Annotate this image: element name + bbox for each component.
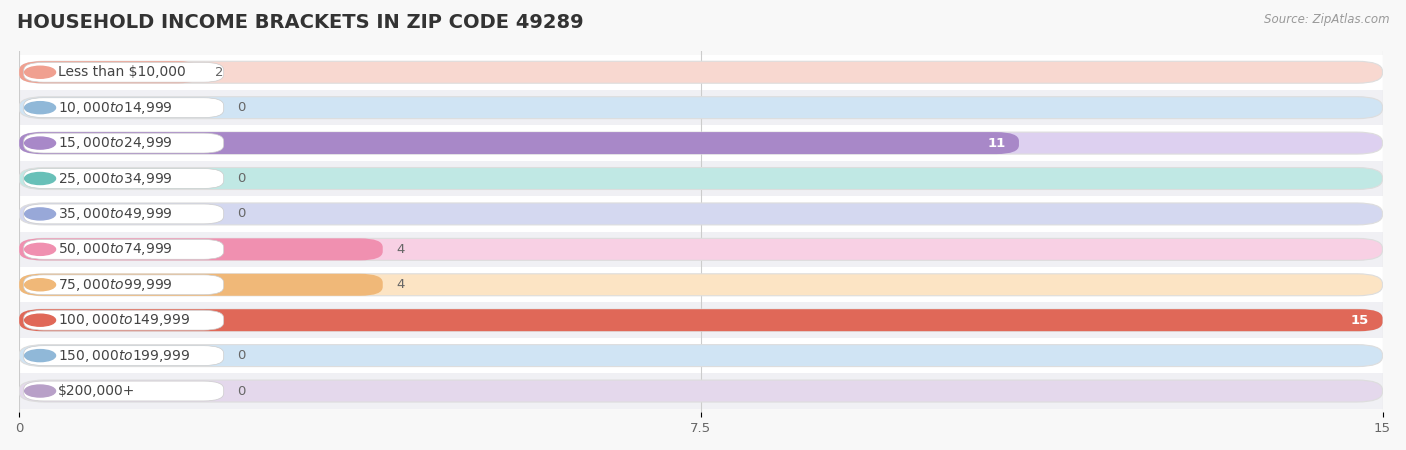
FancyBboxPatch shape: [20, 238, 382, 261]
FancyBboxPatch shape: [20, 274, 382, 296]
FancyBboxPatch shape: [24, 275, 224, 295]
Bar: [20, 267, 1382, 302]
FancyBboxPatch shape: [24, 204, 224, 224]
Circle shape: [25, 102, 56, 114]
FancyBboxPatch shape: [20, 132, 1382, 154]
FancyBboxPatch shape: [20, 167, 1382, 189]
Text: $35,000 to $49,999: $35,000 to $49,999: [58, 206, 173, 222]
Text: $15,000 to $24,999: $15,000 to $24,999: [58, 135, 173, 151]
FancyBboxPatch shape: [24, 381, 224, 401]
Bar: [20, 161, 1382, 196]
Bar: [20, 338, 1382, 374]
FancyBboxPatch shape: [24, 310, 224, 330]
Text: $10,000 to $14,999: $10,000 to $14,999: [58, 99, 173, 116]
Text: HOUSEHOLD INCOME BRACKETS IN ZIP CODE 49289: HOUSEHOLD INCOME BRACKETS IN ZIP CODE 49…: [17, 14, 583, 32]
Text: $50,000 to $74,999: $50,000 to $74,999: [58, 241, 173, 257]
FancyBboxPatch shape: [24, 346, 224, 365]
Text: 0: 0: [238, 101, 246, 114]
Text: Source: ZipAtlas.com: Source: ZipAtlas.com: [1264, 14, 1389, 27]
Circle shape: [25, 385, 56, 397]
FancyBboxPatch shape: [20, 309, 1382, 331]
FancyBboxPatch shape: [24, 169, 224, 189]
FancyBboxPatch shape: [24, 133, 224, 153]
FancyBboxPatch shape: [20, 309, 1382, 331]
FancyBboxPatch shape: [24, 63, 224, 82]
Text: 0: 0: [238, 207, 246, 220]
Text: $75,000 to $99,999: $75,000 to $99,999: [58, 277, 173, 293]
FancyBboxPatch shape: [20, 345, 1382, 367]
FancyBboxPatch shape: [20, 61, 201, 83]
Circle shape: [25, 279, 56, 291]
Text: $200,000+: $200,000+: [58, 384, 135, 398]
FancyBboxPatch shape: [20, 132, 1019, 154]
Bar: [20, 302, 1382, 338]
Bar: [20, 232, 1382, 267]
Text: 4: 4: [396, 243, 405, 256]
Text: Less than $10,000: Less than $10,000: [58, 65, 186, 79]
Text: $150,000 to $199,999: $150,000 to $199,999: [58, 347, 191, 364]
FancyBboxPatch shape: [20, 380, 1382, 402]
Bar: [20, 126, 1382, 161]
FancyBboxPatch shape: [24, 239, 224, 259]
Circle shape: [25, 314, 56, 326]
Text: $100,000 to $149,999: $100,000 to $149,999: [58, 312, 191, 328]
Circle shape: [25, 66, 56, 78]
Bar: [20, 196, 1382, 232]
FancyBboxPatch shape: [20, 203, 1382, 225]
Bar: [20, 90, 1382, 126]
Circle shape: [25, 208, 56, 220]
Text: 0: 0: [238, 349, 246, 362]
Text: 15: 15: [1351, 314, 1369, 327]
FancyBboxPatch shape: [20, 274, 1382, 296]
Circle shape: [25, 137, 56, 149]
Circle shape: [25, 350, 56, 362]
FancyBboxPatch shape: [20, 61, 1382, 83]
FancyBboxPatch shape: [24, 98, 224, 117]
Bar: [20, 374, 1382, 409]
Text: 0: 0: [238, 385, 246, 397]
Text: 2: 2: [215, 66, 224, 79]
Text: 4: 4: [396, 278, 405, 291]
Text: $25,000 to $34,999: $25,000 to $34,999: [58, 171, 173, 186]
Text: 11: 11: [987, 137, 1005, 149]
FancyBboxPatch shape: [20, 97, 1382, 119]
Circle shape: [25, 243, 56, 255]
FancyBboxPatch shape: [20, 238, 1382, 261]
Circle shape: [25, 172, 56, 184]
Text: 0: 0: [238, 172, 246, 185]
Bar: [20, 54, 1382, 90]
